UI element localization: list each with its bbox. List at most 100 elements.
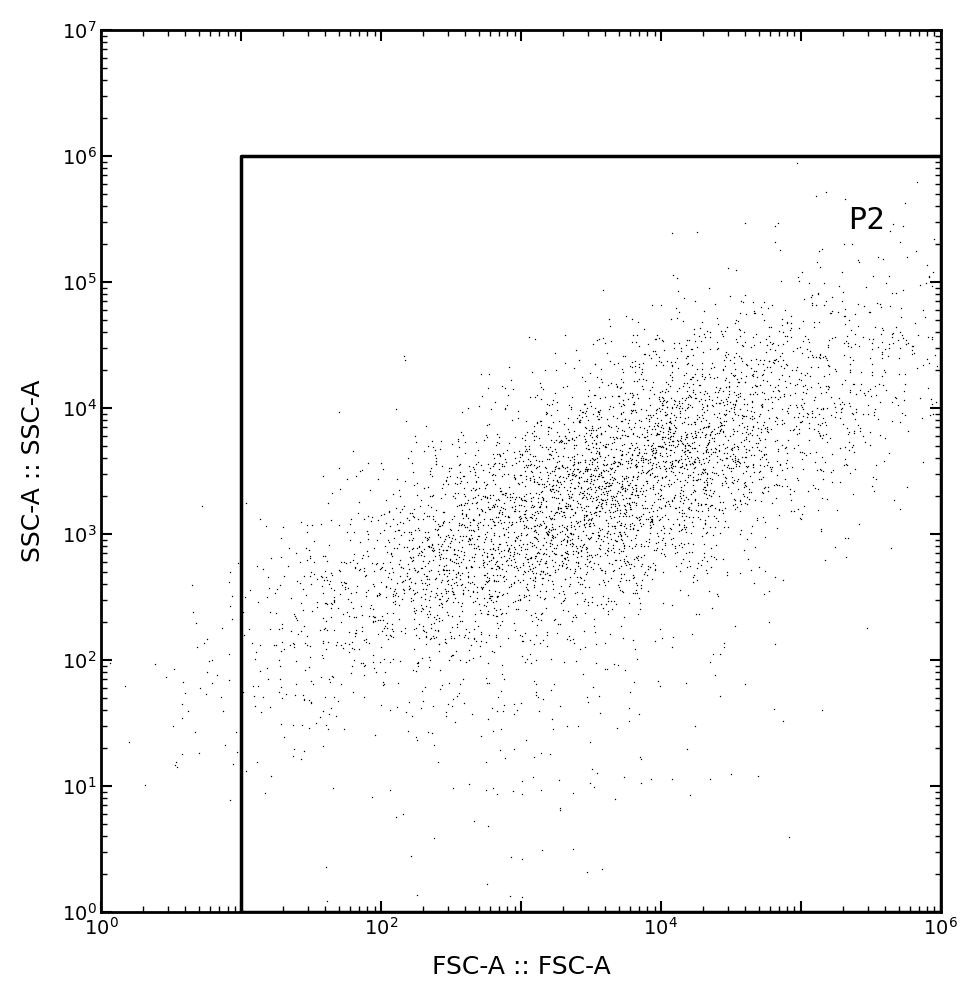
- Point: [644, 443, 659, 459]
- Point: [724, 453, 739, 469]
- Point: [385, 511, 401, 527]
- Point: [627, 585, 643, 601]
- Point: [870, 427, 886, 443]
- Point: [453, 424, 468, 440]
- Point: [404, 455, 420, 471]
- Point: [707, 384, 723, 400]
- Point: [525, 636, 541, 652]
- Point: [409, 732, 424, 748]
- Point: [719, 457, 734, 473]
- Point: [610, 508, 626, 524]
- Point: [625, 402, 641, 418]
- Point: [677, 456, 692, 472]
- Point: [540, 467, 556, 483]
- Point: [554, 523, 569, 539]
- Point: [658, 393, 674, 409]
- Point: [423, 488, 439, 504]
- Point: [550, 483, 565, 499]
- Point: [382, 628, 398, 644]
- Point: [502, 486, 517, 502]
- Point: [541, 397, 556, 413]
- Point: [443, 553, 459, 569]
- Point: [319, 893, 334, 909]
- Point: [621, 501, 637, 517]
- Point: [894, 405, 910, 421]
- Point: [369, 532, 384, 548]
- Point: [471, 596, 487, 612]
- Point: [772, 273, 787, 289]
- Point: [289, 573, 305, 589]
- Point: [609, 514, 625, 530]
- Point: [509, 545, 524, 561]
- Point: [407, 522, 422, 538]
- Point: [656, 461, 672, 477]
- Point: [548, 458, 563, 474]
- Point: [821, 358, 836, 374]
- Point: [446, 541, 462, 557]
- Point: [716, 445, 732, 461]
- Point: [672, 555, 688, 571]
- Point: [610, 497, 626, 513]
- Point: [764, 383, 779, 399]
- Point: [437, 634, 453, 650]
- Point: [413, 572, 428, 588]
- Point: [558, 543, 574, 559]
- Point: [787, 362, 803, 378]
- Point: [533, 413, 549, 429]
- Point: [387, 596, 403, 612]
- Point: [541, 567, 556, 583]
- Point: [779, 432, 795, 448]
- Point: [567, 543, 583, 559]
- Point: [833, 394, 849, 410]
- Point: [616, 526, 632, 542]
- Point: [273, 716, 289, 732]
- Point: [654, 429, 670, 445]
- Point: [743, 427, 759, 443]
- Point: [421, 538, 436, 554]
- Point: [571, 641, 587, 657]
- Point: [547, 564, 562, 580]
- Point: [799, 341, 815, 357]
- Point: [601, 482, 617, 498]
- Point: [551, 428, 566, 444]
- Point: [482, 511, 498, 527]
- Point: [701, 432, 717, 448]
- Point: [514, 555, 530, 571]
- Point: [605, 356, 621, 372]
- Point: [326, 589, 341, 605]
- Point: [544, 711, 559, 727]
- Point: [375, 674, 390, 690]
- Point: [414, 560, 429, 576]
- Point: [480, 366, 496, 382]
- Point: [639, 500, 654, 516]
- Point: [472, 491, 488, 507]
- Point: [587, 356, 602, 372]
- Point: [538, 555, 554, 571]
- Point: [517, 441, 533, 457]
- Point: [487, 467, 503, 483]
- Point: [770, 371, 785, 387]
- Point: [247, 698, 263, 714]
- Point: [722, 428, 737, 444]
- Point: [388, 575, 404, 591]
- Point: [556, 479, 571, 495]
- Point: [560, 578, 576, 594]
- Point: [556, 586, 571, 602]
- Point: [616, 551, 632, 567]
- Point: [583, 512, 599, 528]
- Point: [799, 409, 815, 425]
- Point: [730, 389, 745, 405]
- Point: [484, 588, 500, 604]
- Point: [641, 418, 656, 434]
- Point: [727, 448, 742, 464]
- Point: [547, 467, 562, 483]
- Point: [770, 215, 785, 231]
- Point: [554, 457, 569, 473]
- Point: [496, 573, 511, 589]
- Point: [695, 485, 711, 501]
- Point: [541, 482, 556, 498]
- Point: [441, 652, 457, 668]
- Point: [497, 400, 512, 416]
- Point: [470, 618, 486, 634]
- Point: [560, 397, 576, 413]
